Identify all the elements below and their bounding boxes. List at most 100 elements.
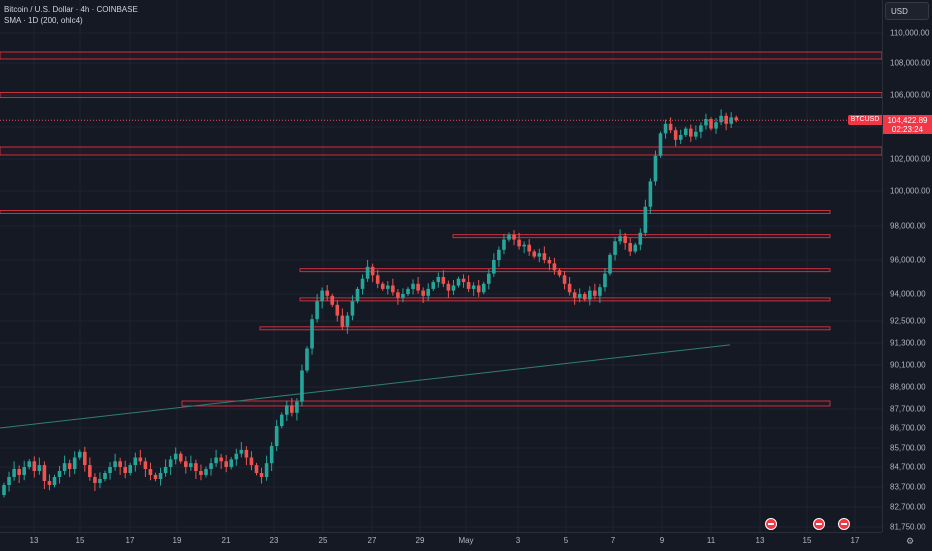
flag-icon[interactable]	[813, 518, 825, 530]
candle-body	[557, 270, 562, 276]
candle-body	[406, 288, 410, 294]
candle-body	[148, 469, 153, 475]
candle-body	[335, 304, 340, 316]
candle-body	[502, 239, 506, 250]
candle-body	[522, 244, 526, 247]
price-axis-label: 81,750.00	[890, 522, 926, 532]
candle-body	[466, 282, 471, 289]
candle-body	[507, 234, 511, 240]
candle-body	[7, 477, 11, 485]
candle-body	[103, 473, 107, 479]
candle-body	[598, 287, 602, 296]
candle-body	[461, 278, 466, 283]
candle-body	[456, 278, 461, 286]
ticker-tag: BTCUSD	[848, 115, 882, 125]
candle-body	[386, 285, 390, 289]
currency-button[interactable]: USD	[885, 2, 929, 20]
candle-body	[446, 283, 451, 291]
time-axis-label: 15	[802, 536, 812, 545]
candle-body	[224, 461, 228, 467]
price-axis-label: 87,700.00	[890, 404, 926, 414]
candle-body	[694, 131, 698, 137]
candle-body	[497, 249, 501, 260]
time-axis[interactable]	[0, 532, 882, 551]
candle-body	[350, 301, 355, 316]
candle-body	[300, 370, 304, 402]
candle-body	[158, 473, 163, 479]
candle-body	[481, 283, 486, 293]
candle-body	[648, 181, 653, 207]
time-axis-label: 13	[755, 536, 765, 545]
candle-body	[542, 253, 547, 260]
candle-body	[254, 465, 259, 473]
price-chart[interactable]	[0, 0, 882, 532]
candle-body	[492, 260, 496, 274]
candle-body	[547, 260, 552, 264]
chart-area[interactable]: Bitcoin / U.S. Dollar · 4h · COINBASE SM…	[0, 0, 882, 532]
candle-body	[173, 453, 178, 460]
candle-body	[476, 285, 481, 293]
candle-body	[113, 461, 117, 467]
candle-body	[37, 465, 42, 471]
symbol-title[interactable]: Bitcoin / U.S. Dollar · 4h · COINBASE	[4, 5, 138, 14]
candle-body	[168, 459, 173, 467]
candle-body	[517, 239, 521, 247]
time-axis-label: 15	[75, 536, 85, 545]
time-axis-label: 9	[659, 536, 665, 545]
price-axis-label: 84,700.00	[890, 462, 926, 472]
candle-body	[128, 465, 133, 473]
candle-body	[249, 457, 254, 466]
candle-body	[532, 251, 537, 257]
time-axis-label: 29	[415, 536, 425, 545]
candle-body	[133, 457, 138, 466]
candle-body	[375, 275, 380, 284]
indicator-legend[interactable]: SMA · 1D (200, ohlc4)	[4, 16, 83, 25]
candle-body	[653, 155, 658, 182]
gear-icon[interactable]: ⚙	[906, 536, 915, 546]
candle-body	[391, 285, 395, 293]
candle-body	[12, 469, 16, 477]
candle-body	[315, 301, 319, 320]
candle-body	[214, 457, 218, 464]
candle-body	[184, 461, 188, 467]
price-axis-label: 110,000.00	[890, 28, 930, 38]
bar-countdown: 02:23:24	[891, 125, 924, 134]
candle-body	[52, 477, 57, 485]
candle-body	[239, 449, 244, 454]
candle-body	[274, 426, 279, 446]
candle-body	[421, 290, 425, 296]
candle-body	[67, 463, 72, 469]
time-axis-label: 19	[172, 536, 182, 545]
candle-body	[345, 315, 350, 327]
price-axis-label: 85,700.00	[890, 443, 926, 453]
candle-body	[118, 461, 122, 467]
candle-body	[582, 294, 587, 300]
chart-legend: Bitcoin / U.S. Dollar · 4h · COINBASE SM…	[4, 4, 138, 26]
candle-body	[108, 467, 112, 473]
current-price-tag: 104,422.89 02:23:24	[883, 115, 932, 134]
candle-body	[663, 123, 668, 134]
price-axis-label: 98,000.00	[890, 221, 926, 231]
price-axis-label: 90,100.00	[890, 360, 926, 370]
candle-body	[2, 485, 6, 495]
candle-body	[178, 453, 183, 462]
price-axis[interactable]	[882, 0, 932, 532]
price-axis-label: 108,000.00	[890, 58, 931, 68]
candle-body	[709, 119, 713, 129]
flag-icon[interactable]	[838, 518, 850, 530]
candle-body	[416, 283, 420, 291]
price-axis-label: 92,500.00	[890, 316, 926, 326]
price-axis-label: 82,700.00	[890, 502, 926, 512]
candle-body	[683, 128, 688, 135]
candle-body	[451, 285, 456, 291]
flag-icon[interactable]	[765, 518, 777, 530]
time-axis-label: 11	[706, 536, 716, 545]
candle-body	[593, 290, 597, 296]
level-zone	[0, 210, 831, 214]
candle-body	[234, 453, 239, 460]
candle-body	[436, 277, 441, 283]
candle-body	[577, 294, 582, 298]
candle-body	[704, 119, 708, 126]
candle-body	[668, 123, 673, 131]
price-axis-label: 100,000.00	[890, 186, 931, 196]
